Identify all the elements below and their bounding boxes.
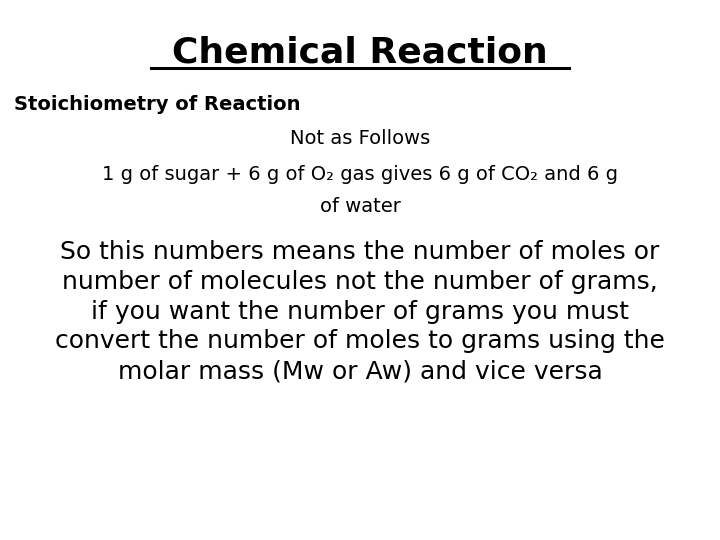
Text: 1 g of sugar + 6 g of O₂ gas gives 6 g of CO₂ and 6 g: 1 g of sugar + 6 g of O₂ gas gives 6 g o… (102, 165, 618, 184)
Text: So this numbers means the number of moles or
number of molecules not the number : So this numbers means the number of mole… (55, 240, 665, 383)
Text: Stoichiometry of Reaction: Stoichiometry of Reaction (14, 94, 301, 113)
Text: Not as Follows: Not as Follows (290, 129, 430, 147)
Text: Chemical Reaction: Chemical Reaction (172, 35, 548, 69)
Text: of water: of water (320, 197, 400, 216)
